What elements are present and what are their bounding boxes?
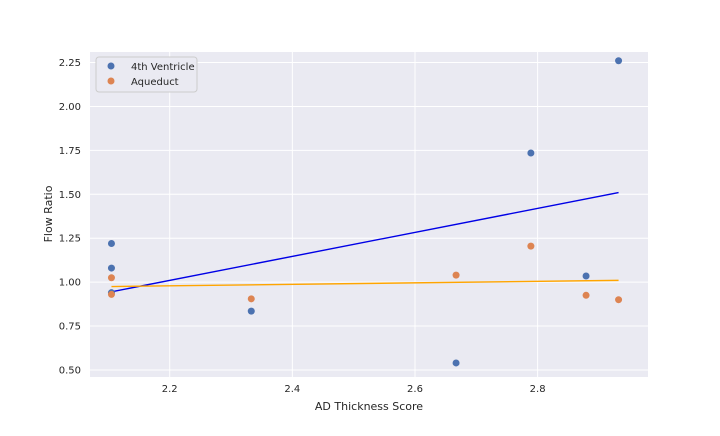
point-4th-ventricle xyxy=(527,149,535,157)
fit-line-aqueduct xyxy=(111,279,619,288)
point-aqueduct xyxy=(107,290,115,298)
legend-marker-aqueduct xyxy=(107,77,115,85)
fit-lines xyxy=(111,191,619,293)
x-tick-label: 2.2 xyxy=(162,384,178,395)
y-tick-label: 0.75 xyxy=(59,322,81,333)
fit-line-4th-ventricle xyxy=(111,191,619,293)
y-tick-label: 1.75 xyxy=(59,146,81,157)
x-tick-label: 2.6 xyxy=(407,384,423,395)
point-4th-ventricle xyxy=(615,57,623,65)
point-4th-ventricle xyxy=(107,239,115,247)
x-tick-label: 2.8 xyxy=(530,384,546,395)
point-aqueduct xyxy=(582,291,590,299)
legend-box xyxy=(95,56,198,93)
data-points xyxy=(107,57,623,367)
point-4th-ventricle xyxy=(107,264,115,272)
point-4th-ventricle xyxy=(582,272,590,280)
point-aqueduct xyxy=(247,295,255,303)
tick-labels: 2.2 2.4 2.6 2.8 0.50 0.75 1.00 1.25 1.50 1.75 2.00… xyxy=(59,58,546,395)
point-4th-ventricle xyxy=(247,307,255,315)
legend: 4th Ventricle Aqueduct xyxy=(95,56,198,93)
y-tick-label: 1.00 xyxy=(59,278,81,289)
point-aqueduct xyxy=(107,274,115,282)
y-axis-label: Flow Ratio xyxy=(42,185,55,242)
point-aqueduct xyxy=(615,296,623,304)
point-aqueduct xyxy=(527,242,535,250)
legend-label-aqueduct: Aqueduct xyxy=(131,77,179,88)
y-tick-label: 1.25 xyxy=(59,234,81,245)
y-tick-label: 1.50 xyxy=(59,190,81,201)
point-4th-ventricle xyxy=(452,359,460,367)
y-tick-label: 0.50 xyxy=(59,365,81,376)
x-tick-label: 2.4 xyxy=(284,384,300,395)
legend-label-4th-ventricle: 4th Ventricle xyxy=(131,62,195,73)
plot-background xyxy=(90,52,648,377)
y-tick-label: 2.00 xyxy=(59,102,81,113)
legend-marker-4th-ventricle xyxy=(107,62,115,70)
x-axis-label: AD Thickness Score xyxy=(315,400,423,413)
y-tick-label: 2.25 xyxy=(59,58,81,69)
point-aqueduct xyxy=(452,271,460,279)
